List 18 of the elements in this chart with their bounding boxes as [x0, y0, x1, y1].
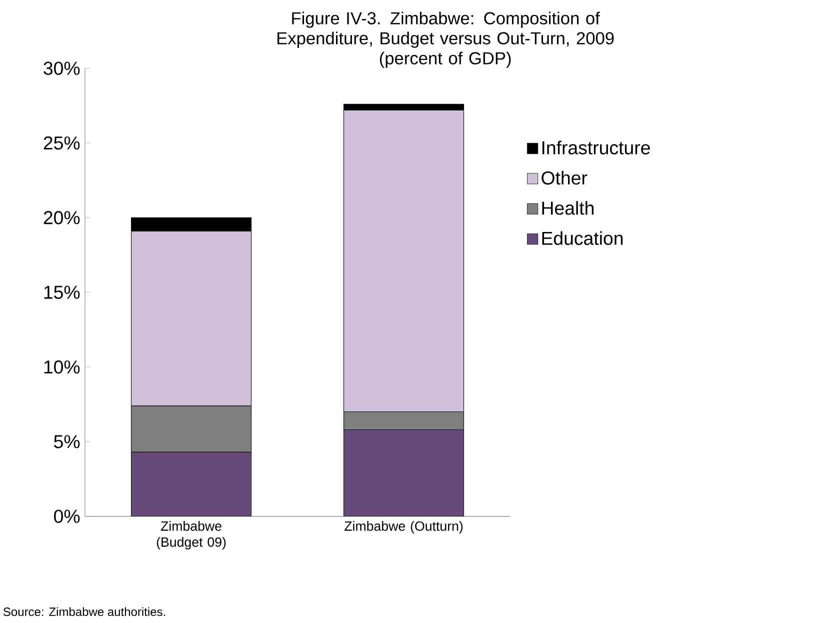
y-tick-label: 15%	[44, 286, 80, 299]
y-tick-label: 10%	[44, 360, 80, 374]
bar	[343, 429, 464, 516]
legend-label: Infrastructure	[542, 140, 650, 154]
source-note: Source: Zimbabwe authorities.	[3, 607, 166, 616]
x-tick-label: Zimbabwe (Outturn)	[344, 521, 463, 534]
y-tick-label: 0%	[54, 510, 80, 523]
chart-subtitle: (percent of GDP)	[380, 52, 511, 68]
legend-label: Health	[542, 201, 594, 215]
y-tick-label: 25%	[44, 136, 80, 150]
bar	[130, 452, 252, 516]
y-tick-label: 30%	[44, 62, 80, 75]
chart-title: Figure IV-3. Zimbabwe: Composition of Expenditure, Budget versus Out-Turn, 2009	[278, 12, 614, 48]
y-tick-label: 5%	[54, 435, 80, 448]
legend-label: Other	[542, 170, 588, 185]
legend-label: Education	[542, 231, 623, 245]
x-tick-label: Zimbabwe (Budget 09)	[156, 521, 226, 550]
y-tick-label: 20%	[44, 211, 80, 224]
